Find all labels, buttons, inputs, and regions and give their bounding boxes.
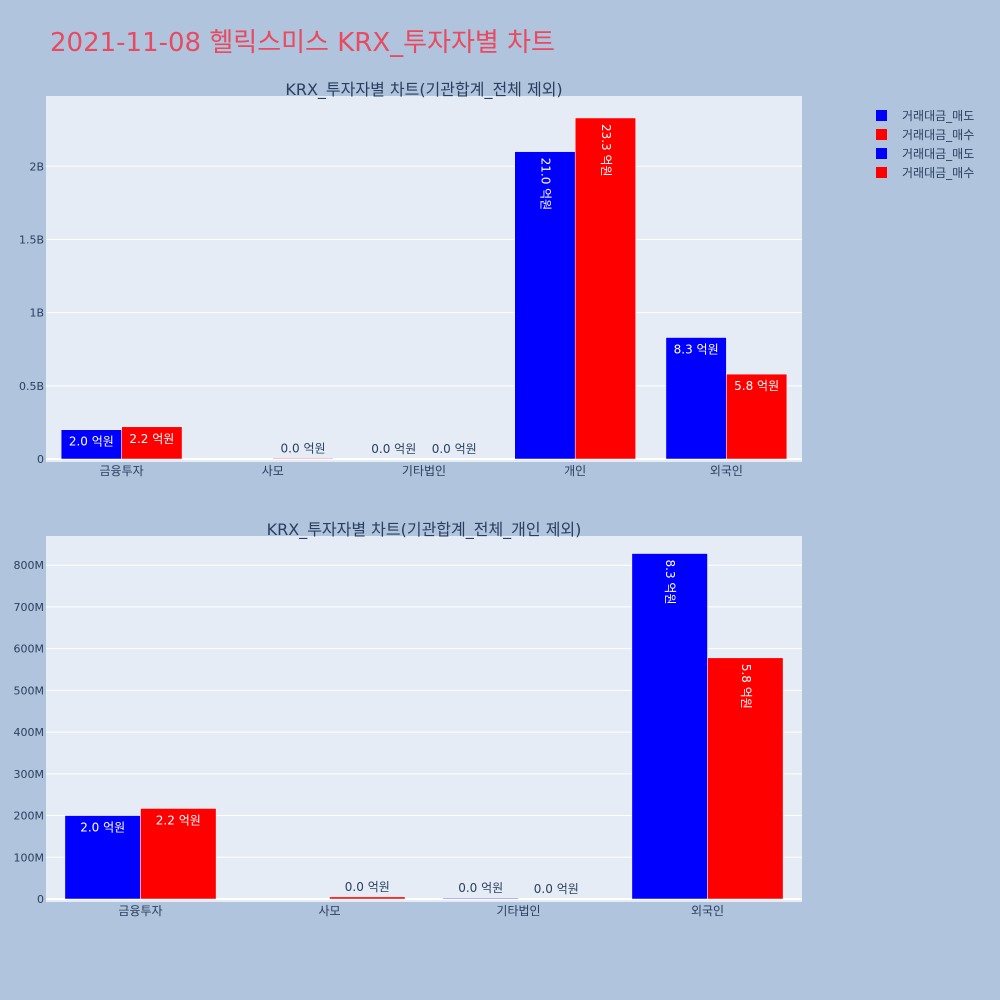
x-tick-label: 기타법인 [496,904,540,918]
chart-2: 0 100M 200M 300M 400M 500M 600M 700M 800M KRX_투자자… [14,520,802,918]
data-label: 0.0 억원 [371,442,416,456]
legend-item[interactable]: 거래대금_매수 [876,125,974,144]
data-label: 2.0 억원 [69,435,114,449]
data-label: 8.3 억원 [674,343,719,357]
data-label: 0.0 억원 [534,882,579,896]
x-tick-label: 금융투자 [100,464,144,478]
y-tick-label: 400M [14,726,45,739]
chart-1: 0 0.5B 1B 1.5B 2B KRX_투자자별 차트(기관합계_전체 제외) 금융투자… [19,80,802,478]
x-tick-label: 금융투자 [118,904,162,918]
y-tick-label: 800M [14,559,45,572]
y-tick-label: 2B [29,160,44,173]
data-label: 2.2 억원 [156,813,201,827]
x-tick-label: 개인 [564,464,586,478]
y-tick-label: 0 [37,893,44,906]
y-tick-label: 1B [29,307,44,320]
y-tick-label: 100M [14,851,45,864]
legend-swatch [876,148,887,159]
bar [442,897,519,900]
data-label: 5.8 억원 [734,379,779,393]
x-tick-label: 외국인 [691,904,724,918]
bar [121,426,183,460]
legend-item[interactable]: 거래대금_매수 [876,163,974,182]
bar [631,553,708,900]
x-tick-label: 사모 [318,904,340,918]
data-label: 21.0 억원 [538,158,552,211]
y-tick-label: 700M [14,601,45,614]
y-tick-label: 0 [37,453,44,466]
data-label: 23.3 억원 [599,124,613,177]
x-tick-label: 사모 [262,464,284,478]
bar [574,117,636,460]
legend[interactable]: 거래대금_매도 거래대금_매수 거래대금_매도 거래대금_매수 [876,106,974,182]
chart-title: KRX_투자자별 차트(기관합계_전체 제외) [285,80,562,100]
data-label: 0.0 억원 [458,881,503,895]
data-label: 5.8 억원 [739,664,753,709]
bar [329,896,406,900]
legend-swatch [876,110,887,121]
bar [64,815,141,900]
bar [514,151,576,460]
data-label: 0.0 억원 [345,880,390,894]
y-tick-label: 300M [14,768,45,781]
legend-label: 거래대금_매수 [902,166,975,180]
bar [272,458,334,460]
x-tick-label: 외국인 [710,464,743,478]
bar [707,657,784,900]
legend-label: 거래대금_매도 [902,109,975,123]
bar [665,337,727,460]
data-label: 2.0 억원 [80,821,125,835]
bar [60,429,122,460]
page-title: 2021-11-08 헬릭스미스 KRX_투자자별 차트 [50,28,555,58]
y-tick-label: 200M [14,810,45,823]
legend-label: 거래대금_매도 [902,147,975,161]
legend-item[interactable]: 거래대금_매도 [876,106,974,125]
y-tick-label: 600M [14,643,45,656]
bar [140,808,217,900]
x-tick-label: 기타법인 [402,464,446,478]
data-label: 2.2 억원 [129,432,174,446]
y-tick-label: 500M [14,684,45,697]
bar [726,373,788,460]
y-tick-label: 0.5B [19,380,44,393]
y-tick-label: 1.5B [19,233,44,246]
legend-swatch [876,129,887,140]
data-label: 8.3 억원 [663,560,677,605]
legend-label: 거래대금_매수 [902,128,975,142]
legend-item[interactable]: 거래대금_매도 [876,144,974,163]
data-label: 0.0 억원 [432,442,477,456]
legend-swatch [876,167,887,178]
data-label: 0.0 억원 [281,441,326,455]
chart-title: KRX_투자자별 차트(기관합계_전체_개인 제외) [267,520,582,540]
